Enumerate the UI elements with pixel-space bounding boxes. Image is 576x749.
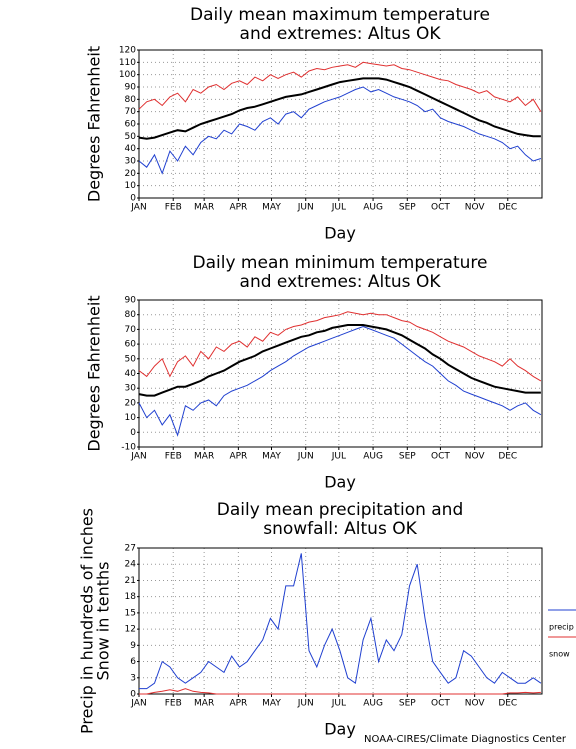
x-tick-label: JUN [297,699,314,709]
y-tick-label: 10 [125,413,137,423]
x-axis-label: Day [324,473,356,492]
y-tick-label: 27 [125,544,136,554]
x-tick-label: APR [229,699,247,709]
y-tick-label: 50 [125,132,137,142]
chart-title: Daily mean precipitation and [217,500,464,520]
x-tick-label: JUN [297,452,314,462]
x-axis-label: Day [324,224,356,243]
y-tick-label: 50 [125,354,137,364]
y-tick-label: 24 [125,560,137,570]
y-axis-label: Degrees Fahrenheit [85,295,104,451]
x-tick-label: MAY [262,452,281,462]
series-line [138,311,542,382]
legend-label: precip [549,623,574,632]
x-tick-label: FEB [165,203,182,213]
y-tick-label: 60 [125,120,137,130]
x-tick-label: JUL [331,452,346,462]
y-tick-label: 6 [130,657,136,667]
x-tick-label: APR [229,203,247,213]
y-tick-label: 0 [130,428,136,438]
x-tick-label: MAR [194,452,214,462]
x-tick-label: APR [229,452,247,462]
x-tick-label: NOV [465,203,486,213]
x-tick-label: NOV [465,699,486,709]
y-tick-label: 90 [125,83,137,93]
x-tick-label: FEB [165,699,182,709]
y-tick-label: 0 [130,194,136,204]
series-line [138,61,542,112]
y-tick-label: 21 [125,576,136,586]
series-line [138,86,542,175]
y-tick-label: 110 [119,58,136,68]
y-tick-label: 100 [119,70,136,80]
x-tick-label: JAN [130,699,146,709]
x-tick-label: MAR [194,203,214,213]
series-line [138,325,542,437]
chart-title: and extremes: Altus OK [240,272,442,292]
x-tick-label: JUL [331,203,346,213]
x-tick-label: AUG [363,452,383,462]
y-tick-label: 30 [125,157,137,167]
y-tick-label: 80 [125,95,137,105]
y-tick-label: 30 [125,384,137,394]
y-axis-label: Precip in hundreds of inches [78,508,97,734]
series-line [138,324,541,397]
x-tick-label: MAR [194,699,214,709]
x-tick-label: MAY [262,699,281,709]
x-tick-label: SEP [399,203,416,213]
x-tick-label: DEC [498,699,517,709]
y-tick-label: 0 [130,690,136,700]
x-tick-label: JAN [130,452,146,462]
x-tick-label: AUG [363,203,383,213]
x-tick-label: MAY [262,203,281,213]
chart-title: Daily mean minimum temperature [193,253,488,273]
y-tick-label: 70 [125,107,137,117]
x-tick-label: DEC [498,203,517,213]
x-tick-label: FEB [165,452,182,462]
y-tick-label: -10 [121,443,136,453]
x-tick-label: JUN [297,203,314,213]
legend-label: snow [549,650,570,659]
x-axis-label: Day [324,720,356,739]
series-line [139,688,541,695]
y-tick-label: 40 [125,369,137,379]
x-tick-label: SEP [399,452,416,462]
chart-title: snowfall: Altus OK [263,519,417,539]
y-tick-label: 60 [125,340,137,350]
chart-title: Daily mean maximum temperature [190,5,490,25]
y-tick-label: 15 [125,608,136,618]
y-axis-label: Degrees Fahrenheit [85,46,104,202]
y-tick-label: 3 [130,673,136,683]
y-tick-label: 12 [125,625,136,635]
y-tick-label: 90 [125,296,137,306]
x-tick-label: OCT [431,699,450,709]
series-line [139,553,542,690]
x-tick-label: DEC [498,452,517,462]
x-tick-label: JAN [130,203,146,213]
x-tick-label: NOV [465,452,486,462]
y-tick-label: 9 [130,641,136,651]
chart-title: and extremes: Altus OK [240,24,442,44]
y-tick-label: 20 [125,398,137,408]
x-tick-label: AUG [363,699,383,709]
y-tick-label: 120 [119,46,136,56]
x-tick-label: OCT [431,452,450,462]
y-axis-label: Snow in tenths [94,562,113,681]
x-tick-label: OCT [431,203,450,213]
y-tick-label: 80 [125,310,137,320]
footer: NOAA-CIRES/Climate Diagnostics Center [364,734,567,745]
y-tick-label: 18 [125,592,137,602]
y-tick-label: 20 [125,169,137,179]
y-tick-label: 40 [125,144,137,154]
x-tick-label: SEP [399,699,416,709]
plot-frame [138,299,543,448]
y-tick-label: 70 [125,325,137,335]
series-line [138,77,541,140]
x-tick-label: JUL [331,699,346,709]
plot-frame [138,49,543,199]
y-tick-label: 10 [125,181,137,191]
